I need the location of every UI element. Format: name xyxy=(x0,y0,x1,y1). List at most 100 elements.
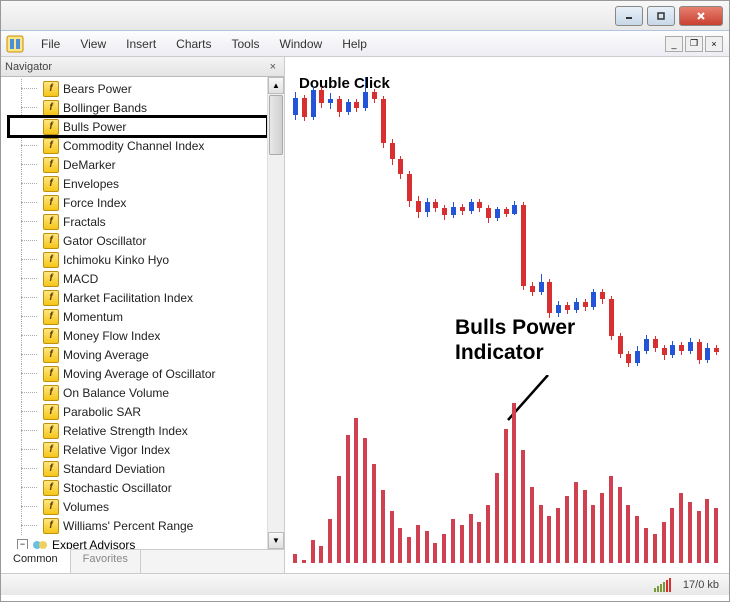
expert-advisors-group[interactable]: − Expert Advisors xyxy=(9,535,267,549)
connection-icon xyxy=(654,578,671,592)
navigator-scrollbar[interactable]: ▲ ▼ xyxy=(267,77,284,549)
indicator-item[interactable]: f Volumes xyxy=(9,497,267,516)
nav-tab-favorites[interactable]: Favorites xyxy=(71,550,141,573)
navigator-close-button[interactable]: × xyxy=(266,61,280,73)
indicator-item[interactable]: fCommodity Channel Index xyxy=(9,136,267,155)
indicator-icon: f xyxy=(43,518,59,534)
scroll-up-button[interactable]: ▲ xyxy=(268,77,284,94)
indicator-icon: f xyxy=(43,119,59,135)
indicator-label: Moving Average of Oscillator xyxy=(63,367,216,381)
indicator-icon: f xyxy=(43,176,59,192)
indicator-icon: f xyxy=(43,81,59,97)
bulls-power-histogram xyxy=(293,403,721,563)
indicator-label: DeMarker xyxy=(63,158,116,172)
indicator-label: On Balance Volume xyxy=(63,386,169,400)
expander-icon[interactable]: − xyxy=(17,539,28,549)
navigator-header: Navigator × xyxy=(1,57,284,77)
indicator-icon: f xyxy=(43,157,59,173)
indicator-item[interactable]: f Relative Vigor Index xyxy=(9,440,267,459)
menu-help[interactable]: Help xyxy=(332,33,377,55)
indicator-item[interactable]: f Relative Strength Index xyxy=(9,421,267,440)
menu-charts[interactable]: Charts xyxy=(166,33,221,55)
expert-advisors-label: Expert Advisors xyxy=(52,538,135,550)
indicator-item[interactable]: f Moving Average xyxy=(9,345,267,364)
indicator-item[interactable]: f Bears Power xyxy=(9,79,267,98)
menubar: FileViewInsertChartsToolsWindowHelp _ ❐ … xyxy=(1,31,729,57)
scroll-thumb[interactable] xyxy=(269,95,283,155)
indicator-icon: f xyxy=(43,423,59,439)
menu-file[interactable]: File xyxy=(31,33,70,55)
indicator-item[interactable]: f On Balance Volume xyxy=(9,383,267,402)
indicator-icon: f xyxy=(43,385,59,401)
indicator-icon: f xyxy=(43,100,59,116)
navigator-tree[interactable]: f Bears Power f Bollinger Bands f Bulls Power… xyxy=(1,77,267,549)
indicator-label: Relative Strength Index xyxy=(63,424,188,438)
indicator-icon: f xyxy=(43,233,59,249)
mdi-restore-button[interactable]: ❐ xyxy=(685,36,703,52)
indicator-item[interactable]: fMACD xyxy=(9,269,267,288)
menu-insert[interactable]: Insert xyxy=(116,33,166,55)
indicator-item[interactable]: f Bulls Power xyxy=(9,117,267,136)
indicator-icon: f xyxy=(43,195,59,211)
indicator-label: Parabolic SAR xyxy=(63,405,141,419)
mdi-minimize-button[interactable]: _ xyxy=(665,36,683,52)
chart-area[interactable]: Double Click Bulls PowerIndicator xyxy=(285,57,729,573)
indicator-item[interactable]: fGator Oscillator xyxy=(9,231,267,250)
indicator-icon: f xyxy=(43,347,59,363)
indicator-label: Relative Vigor Index xyxy=(63,443,170,457)
indicator-label: Stochastic Oscillator xyxy=(63,481,172,495)
indicator-item[interactable]: fForce Index xyxy=(9,193,267,212)
indicator-item[interactable]: f Williams' Percent Range xyxy=(9,516,267,535)
navigator-panel: Navigator × f Bears Power f Bollinger Bands… xyxy=(1,57,285,573)
indicator-icon: f xyxy=(43,461,59,477)
indicator-icon: f xyxy=(43,290,59,306)
indicator-label: Envelopes xyxy=(63,177,119,191)
indicator-label: Bulls Power xyxy=(63,120,126,134)
indicator-icon: f xyxy=(43,366,59,382)
indicator-label: MACD xyxy=(63,272,98,286)
indicator-label: Bollinger Bands xyxy=(63,101,147,115)
statusbar: 17/0 kb xyxy=(1,573,729,595)
indicator-item[interactable]: f Momentum xyxy=(9,307,267,326)
indicator-label: Money Flow Index xyxy=(63,329,160,343)
indicator-label: Volumes xyxy=(63,500,109,514)
indicator-item[interactable]: f Market Facilitation Index xyxy=(9,288,267,307)
window-close-button[interactable] xyxy=(679,6,723,26)
indicator-label: Moving Average xyxy=(63,348,149,362)
app-icon xyxy=(5,34,25,54)
indicator-label: Ichimoku Kinko Hyo xyxy=(63,253,169,267)
window-maximize-button[interactable] xyxy=(647,6,675,26)
indicator-icon: f xyxy=(43,214,59,230)
menu-window[interactable]: Window xyxy=(270,33,333,55)
indicator-icon: f xyxy=(43,499,59,515)
scroll-down-button[interactable]: ▼ xyxy=(268,532,284,549)
mdi-close-button[interactable]: × xyxy=(705,36,723,52)
indicator-icon: f xyxy=(43,309,59,325)
indicator-item[interactable]: f Parabolic SAR xyxy=(9,402,267,421)
indicator-item[interactable]: f Money Flow Index xyxy=(9,326,267,345)
indicator-label: Momentum xyxy=(63,310,123,324)
menu-view[interactable]: View xyxy=(70,33,116,55)
connection-status: 17/0 kb xyxy=(683,579,719,591)
navigator-title: Navigator xyxy=(5,61,52,73)
indicator-label: Standard Deviation xyxy=(63,462,165,476)
indicator-label: Bears Power xyxy=(63,82,132,96)
indicator-label: Williams' Percent Range xyxy=(63,519,193,533)
nav-tab-common[interactable]: Common xyxy=(1,549,71,573)
expert-advisors-icon xyxy=(32,537,48,550)
indicator-item[interactable]: fIchimoku Kinko Hyo xyxy=(9,250,267,269)
indicator-item[interactable]: f Fractals xyxy=(9,212,267,231)
indicator-item[interactable]: f Bollinger Bands xyxy=(9,98,267,117)
indicator-icon: f xyxy=(43,328,59,344)
indicator-item[interactable]: f Standard Deviation xyxy=(9,459,267,478)
indicator-label: Fractals xyxy=(63,215,106,229)
indicator-item[interactable]: f DeMarker xyxy=(9,155,267,174)
indicator-icon: f xyxy=(43,404,59,420)
indicator-item[interactable]: fStochastic Oscillator xyxy=(9,478,267,497)
indicator-icon: f xyxy=(43,442,59,458)
window-minimize-button[interactable] xyxy=(615,6,643,26)
indicator-item[interactable]: f Envelopes xyxy=(9,174,267,193)
indicator-label: Market Facilitation Index xyxy=(63,291,193,305)
menu-tools[interactable]: Tools xyxy=(222,33,270,55)
indicator-item[interactable]: f Moving Average of Oscillator xyxy=(9,364,267,383)
